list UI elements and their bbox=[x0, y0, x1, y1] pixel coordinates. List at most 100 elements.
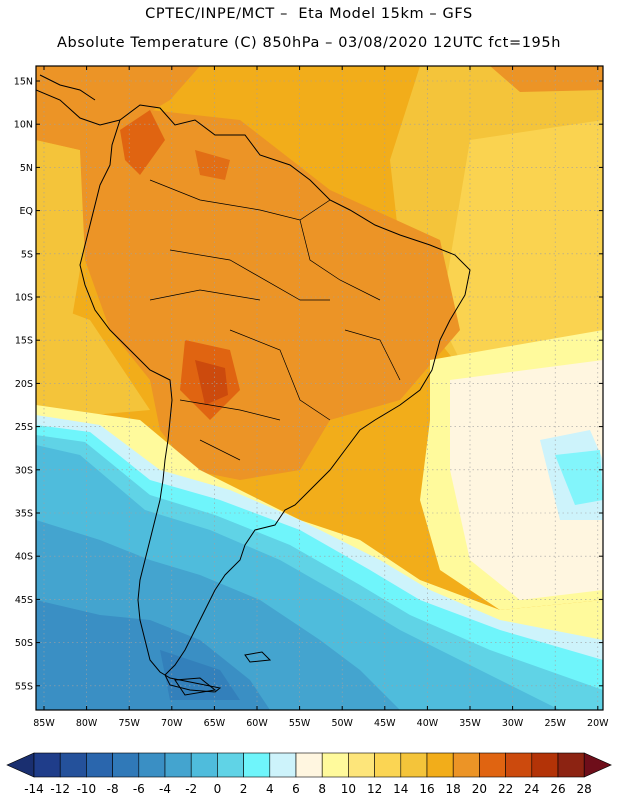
colorbar-tick-label: -6 bbox=[133, 782, 145, 796]
map-title-line2: Absolute Temperature (C) 850hPa – 03/08/… bbox=[57, 35, 561, 51]
colorbar-tick-label: 14 bbox=[393, 782, 408, 796]
colorbar-swatch bbox=[426, 752, 454, 778]
lat-label: 20S bbox=[15, 379, 33, 390]
colorbar-swatch bbox=[348, 752, 375, 778]
field-continent-18 bbox=[80, 110, 460, 480]
colorbar-swatch bbox=[59, 752, 87, 778]
colorbar-tick-label: -10 bbox=[77, 782, 97, 796]
colorbar-swatch bbox=[112, 752, 140, 778]
lat-label: 15S bbox=[15, 336, 33, 347]
lon-label: 25W bbox=[544, 718, 566, 729]
lon-label: 80W bbox=[76, 718, 98, 729]
colorbar-tick-label: 24 bbox=[524, 782, 539, 796]
colorbar-swatch bbox=[505, 752, 533, 778]
falkland-islands bbox=[244, 651, 272, 663]
colorbar-tick-label: 22 bbox=[498, 782, 513, 796]
tierra-del-fuego bbox=[174, 677, 217, 696]
colorbar-tick-label: -14 bbox=[24, 782, 44, 796]
central-america-coast bbox=[36, 89, 121, 126]
colorbar-tick-label: 4 bbox=[266, 782, 274, 796]
colorbar-tick-label: -4 bbox=[159, 782, 171, 796]
colorbar bbox=[6, 752, 612, 778]
lon-label: 65W bbox=[204, 718, 226, 729]
lat-label: 10N bbox=[14, 120, 33, 131]
map-frame bbox=[35, 65, 604, 711]
colorbar-tick-label: 18 bbox=[446, 782, 461, 796]
lon-label: 50W bbox=[331, 718, 353, 729]
colorbar-labels: -14 -12 -10 -8 -6 -4 -2 0 2 4 6 8 10 12 14 16 18 20 22 24 26… bbox=[24, 782, 592, 796]
colorbar-swatch bbox=[243, 752, 271, 778]
lat-label: 5N bbox=[20, 163, 33, 174]
lat-label: 5S bbox=[21, 249, 33, 260]
colorbar-tick-label: -12 bbox=[50, 782, 70, 796]
colorbar-swatch bbox=[33, 752, 61, 778]
caribbean-coast bbox=[39, 74, 96, 101]
lat-label: 30S bbox=[15, 465, 33, 476]
field-atlantic-8 bbox=[450, 360, 603, 600]
lon-label: 40W bbox=[417, 718, 439, 729]
temperature-field bbox=[36, 66, 603, 710]
lon-label: 55W bbox=[289, 718, 311, 729]
lat-label: 35S bbox=[15, 509, 33, 520]
colorbar-tick-label: 6 bbox=[292, 782, 300, 796]
lon-label: 20W bbox=[587, 718, 609, 729]
lon-label: 75W bbox=[118, 718, 140, 729]
lat-label: 15N bbox=[14, 77, 33, 88]
colorbar-swatch bbox=[321, 752, 349, 778]
lon-label: 30W bbox=[502, 718, 524, 729]
colorbar-swatch bbox=[138, 752, 166, 778]
border-lines bbox=[149, 179, 401, 461]
field-venezuela-22 bbox=[195, 150, 230, 180]
lat-label: 40S bbox=[15, 552, 33, 563]
field-atlantic-14 bbox=[440, 120, 603, 380]
map-title-line1: CPTEC/INPE/MCT – Eta Model 15km – GFS bbox=[145, 6, 473, 22]
colorbar-tick-label: 2 bbox=[240, 782, 248, 796]
lat-label: EQ bbox=[20, 206, 33, 217]
colorbar-swatch bbox=[400, 752, 428, 778]
lat-label: 10S bbox=[15, 293, 33, 304]
colorbar-swatch bbox=[86, 752, 113, 778]
colorbar-swatch bbox=[531, 752, 559, 778]
lon-label: 60W bbox=[246, 718, 268, 729]
colorbar-under-arrow bbox=[6, 752, 35, 778]
colorbar-tick-label: -8 bbox=[107, 782, 119, 796]
colorbar-tick-label: -2 bbox=[185, 782, 197, 796]
latitude-labels: 15N 10N 5N EQ 5S 10S 15S 20S 25S 30S 35S 40S 45S 50S 5… bbox=[14, 77, 603, 692]
colorbar-swatch bbox=[190, 752, 218, 778]
colorbar-tick-label: 8 bbox=[318, 782, 326, 796]
field-pacific-16b bbox=[36, 300, 150, 420]
colorbar-tick-label: 28 bbox=[577, 782, 592, 796]
colorbar-tick-label: 20 bbox=[472, 782, 487, 796]
field-chaco-24 bbox=[195, 360, 228, 405]
coastlines bbox=[36, 74, 471, 696]
colorbar-tick-label: 0 bbox=[214, 782, 222, 796]
lon-label: 70W bbox=[161, 718, 183, 729]
colorbar-swatch bbox=[217, 752, 244, 778]
colorbar-tick-label: 12 bbox=[367, 782, 382, 796]
colorbar-over-arrow bbox=[583, 752, 612, 778]
longitude-labels: 85W 80W 75W 70W 65W 60W 55W 50W 45W 40W 35W 30W 25W 2… bbox=[33, 66, 609, 729]
colorbar-swatch bbox=[295, 752, 323, 778]
colorbar-tick-label: 26 bbox=[550, 782, 565, 796]
south-america-coast bbox=[79, 104, 471, 693]
colorbar-swatch bbox=[452, 752, 480, 778]
colorbar-tick-label: 10 bbox=[341, 782, 356, 796]
colorbar-swatch bbox=[374, 752, 402, 778]
colorbar-swatch bbox=[164, 752, 192, 778]
lon-label: 45W bbox=[374, 718, 396, 729]
colorbar-swatch bbox=[479, 752, 506, 778]
graticule bbox=[36, 66, 603, 710]
lat-label: 25S bbox=[15, 422, 33, 433]
field-caribbean-18 bbox=[36, 66, 200, 150]
lat-label: 45S bbox=[15, 595, 33, 606]
colorbar-tick-label: 16 bbox=[419, 782, 434, 796]
colorbar-swatch bbox=[557, 752, 585, 778]
field-ne-18 bbox=[490, 66, 603, 92]
lat-label: 50S bbox=[15, 638, 33, 649]
lon-label: 85W bbox=[33, 718, 55, 729]
lat-label: 55S bbox=[15, 681, 33, 692]
field-colombia-22 bbox=[120, 110, 165, 175]
lon-label: 35W bbox=[459, 718, 481, 729]
colorbar-swatch bbox=[269, 752, 297, 778]
